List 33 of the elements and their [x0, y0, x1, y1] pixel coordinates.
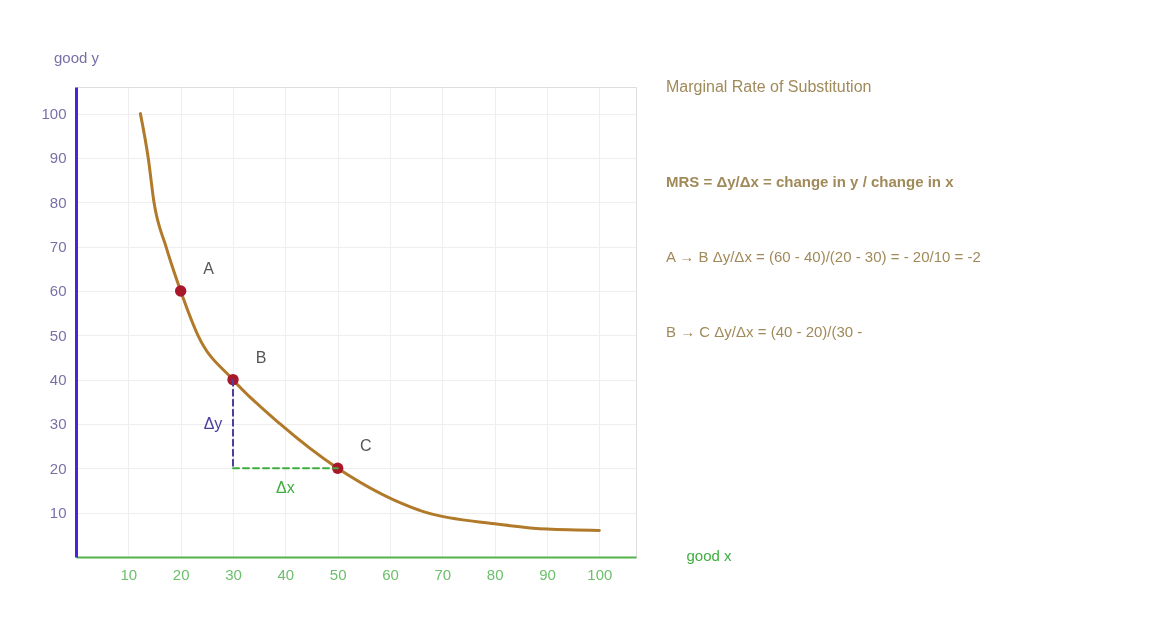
text: A → B Δy/Δx = (60 - 40)/(20 - 30) = - 20/10 = -2 — [666, 248, 981, 265]
y-tick-label: 70 — [49, 238, 67, 256]
annotation: Δx — [276, 479, 295, 497]
annotation: A — [203, 259, 215, 277]
x-tick-label: 20 — [172, 565, 190, 583]
y-tick-label: 80 — [49, 193, 67, 211]
x-tick-label: 80 — [486, 565, 504, 583]
y-tick-label: 100 — [41, 105, 67, 123]
annotation: C — [359, 437, 372, 455]
x-tick-label: 90 — [539, 565, 556, 583]
y-tick-label: 90 — [49, 149, 67, 167]
x-tick-label: 50 — [329, 565, 347, 583]
annotation: Δy — [203, 414, 223, 432]
x-tick-label: 40 — [277, 565, 295, 583]
x-tick-label: 60 — [382, 565, 399, 583]
y-tick-label: 30 — [49, 415, 67, 433]
x-axis-title: good x — [686, 546, 733, 564]
line-series — [138, 112, 601, 532]
y-tick-label: 50 — [49, 326, 67, 344]
y-tick-label: 10 — [49, 504, 67, 522]
x-tick-label: 30 — [225, 565, 242, 583]
x-tick-label: 100 — [587, 565, 613, 583]
x-tick-label: 10 — [120, 565, 138, 583]
y-tick-label: 20 — [49, 459, 67, 477]
text: MRS = Δy/Δx = change in y / change in x — [666, 173, 955, 190]
y-tick-label: 60 — [49, 282, 67, 300]
annotation: B — [255, 348, 267, 366]
text: Marginal Rate of Substitution — [666, 78, 872, 95]
y-tick-label: 40 — [49, 371, 67, 389]
x-tick-label: 70 — [434, 565, 452, 583]
point — [174, 285, 187, 297]
text: B → C Δy/Δx = (40 - 20)/(30 - — [666, 323, 863, 340]
y-axis-title: good y — [53, 48, 100, 66]
